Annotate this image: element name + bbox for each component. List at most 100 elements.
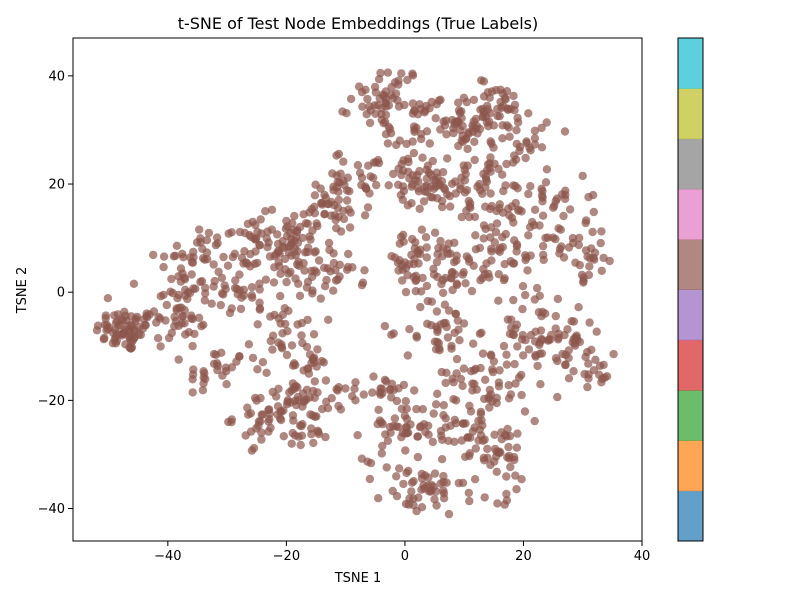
data-point — [198, 386, 208, 395]
data-point — [438, 275, 448, 285]
data-point — [463, 433, 473, 442]
data-point — [310, 191, 320, 200]
data-point — [407, 487, 416, 496]
data-point — [175, 303, 184, 312]
data-point — [581, 352, 590, 362]
data-point — [278, 237, 287, 246]
data-point — [265, 252, 275, 261]
data-point — [510, 151, 519, 160]
data-point — [197, 322, 206, 331]
data-point — [478, 421, 487, 430]
data-point — [376, 384, 385, 393]
data-point — [558, 349, 567, 359]
data-point — [166, 287, 175, 296]
data-point — [321, 432, 330, 442]
data-point — [591, 355, 600, 364]
data-point — [467, 286, 477, 296]
data-point — [552, 194, 562, 203]
data-point — [390, 414, 400, 423]
data-point — [126, 344, 135, 353]
data-point — [521, 153, 530, 163]
data-point — [564, 353, 573, 363]
data-point — [282, 277, 291, 287]
data-point — [378, 90, 388, 99]
data-point — [189, 365, 198, 374]
data-point — [313, 345, 322, 354]
data-point — [153, 334, 163, 343]
data-point — [384, 101, 394, 110]
data-point — [465, 202, 474, 211]
data-point — [439, 494, 449, 503]
data-point — [519, 351, 528, 360]
data-point — [237, 253, 247, 262]
data-point — [416, 302, 425, 312]
data-point — [366, 458, 376, 468]
data-point — [300, 266, 309, 275]
data-point — [533, 361, 542, 371]
data-point — [236, 304, 246, 314]
data-point — [257, 410, 266, 419]
colorbar-segment — [678, 289, 703, 341]
data-point — [401, 287, 411, 297]
data-point — [465, 496, 474, 506]
data-point — [105, 323, 114, 332]
data-point — [313, 221, 322, 231]
data-point — [509, 91, 518, 101]
data-point — [441, 414, 450, 423]
data-point — [476, 186, 485, 195]
data-point — [307, 205, 316, 214]
chart-title: t-SNE of Test Node Embeddings (True Labe… — [178, 14, 539, 33]
data-point — [495, 366, 504, 375]
data-point — [324, 315, 333, 324]
data-point — [453, 118, 463, 128]
data-point — [172, 241, 182, 250]
data-point — [396, 232, 406, 242]
data-point — [187, 258, 197, 267]
data-point — [500, 274, 509, 283]
data-point — [291, 274, 300, 283]
data-point — [403, 201, 412, 210]
data-point — [296, 440, 305, 450]
data-point — [413, 452, 423, 462]
data-point — [537, 123, 546, 133]
data-point — [374, 405, 383, 414]
data-point — [401, 397, 410, 406]
data-point — [505, 211, 514, 220]
data-point — [538, 186, 547, 196]
data-point — [470, 475, 480, 484]
data-point — [201, 283, 210, 293]
data-point — [539, 255, 548, 265]
data-point — [436, 236, 445, 246]
data-point — [413, 432, 423, 441]
data-point — [418, 405, 427, 414]
data-point — [293, 320, 302, 329]
data-point — [297, 331, 306, 340]
data-point — [388, 94, 398, 103]
data-point — [432, 257, 442, 267]
data-point — [440, 121, 450, 130]
plot-frame — [72, 37, 643, 542]
data-point — [293, 392, 303, 402]
data-point — [458, 381, 467, 391]
data-point — [303, 315, 312, 325]
data-point — [498, 170, 507, 179]
data-point — [518, 330, 527, 340]
data-point — [316, 294, 325, 303]
data-point — [185, 288, 195, 298]
data-point — [358, 278, 368, 287]
data-point — [508, 330, 518, 339]
data-point — [589, 207, 598, 217]
data-point — [505, 132, 514, 141]
data-point — [380, 321, 390, 331]
data-point — [287, 341, 297, 350]
data-point — [344, 249, 353, 259]
data-point — [517, 475, 526, 484]
data-point — [134, 330, 144, 339]
data-point — [565, 205, 575, 214]
data-point — [329, 286, 338, 295]
data-point — [469, 261, 478, 270]
data-point — [357, 454, 367, 463]
data-point — [444, 509, 454, 519]
data-point — [416, 422, 425, 431]
data-point — [199, 367, 208, 376]
